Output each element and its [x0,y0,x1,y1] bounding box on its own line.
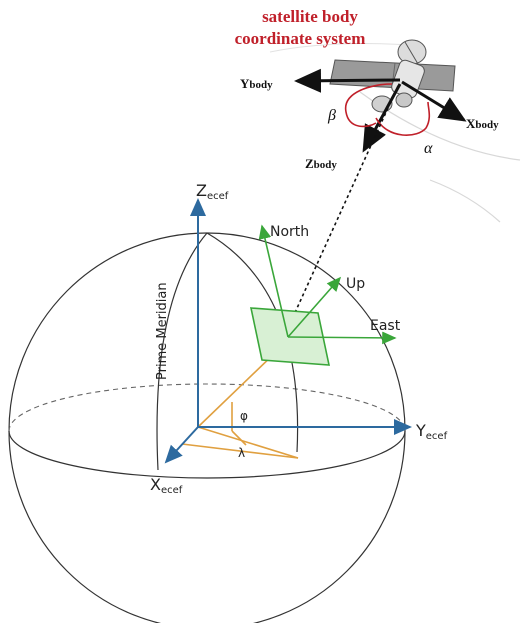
z-body-axis [362,83,402,153]
north-axis [258,224,289,338]
prime-meridian-line [156,232,208,471]
satellite-body-frame: satellite body coordinate system Ybody X… [235,7,521,330]
lambda-label: λ [238,446,245,460]
prime-meridian-label: Prime Meridian [155,282,170,380]
earth-ecef-frame: Zecef Yecef Xecef Prime Meridian φ λ Nor… [8,181,448,623]
title-line-1: satellite body [262,7,358,26]
up-label: Up [346,276,365,292]
y-ecef-label: Yecef [415,421,448,442]
orbit-arc-upper [269,43,411,53]
equator-front [8,430,406,479]
phi-label: φ [240,409,248,423]
alpha-label: α [424,140,433,157]
radius-line [197,349,279,428]
title-line-2: coordinate system [235,29,366,48]
x-ecef-axis [164,426,199,464]
alpha-angle-arc [375,101,431,136]
z-body-label: Zbody [305,156,337,171]
lambda-angle-line [231,430,247,446]
x-body-axis [401,80,467,122]
beta-angle-arc [345,83,393,128]
north-label: North [270,224,309,240]
y-body-axis [294,68,401,93]
line-of-sight [287,85,399,330]
y-body-label: Ybody [240,76,273,91]
up-axis [287,276,342,338]
x-ecef-label: Xecef [150,475,183,496]
x-body-label: Xbody [466,116,499,131]
east-axis [287,331,397,345]
x-baseline-line [181,443,299,459]
z-ecef-label: Zecef [196,181,229,202]
satellite-icon [371,39,427,113]
equatorial-projection-line [197,426,299,459]
east-label: East [370,318,401,334]
equator-back [8,383,406,432]
beta-label: β [327,107,336,124]
orbit-arc-lower [429,179,501,223]
